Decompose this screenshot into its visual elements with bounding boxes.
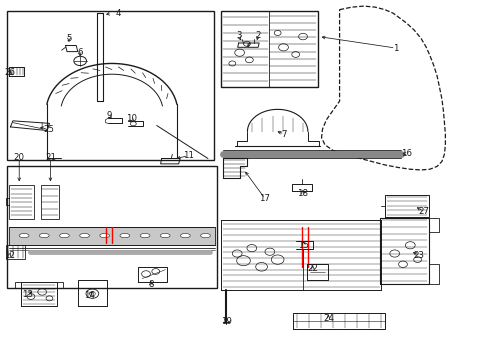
Ellipse shape: [200, 233, 210, 238]
Text: 21: 21: [45, 153, 56, 162]
Ellipse shape: [308, 153, 316, 156]
Text: 19: 19: [220, 317, 231, 326]
Bar: [221, 12, 317, 87]
Text: 7: 7: [281, 130, 286, 139]
Text: 20: 20: [14, 153, 25, 162]
Ellipse shape: [60, 233, 69, 238]
Ellipse shape: [120, 233, 129, 238]
Ellipse shape: [160, 233, 170, 238]
Text: 13: 13: [22, 289, 33, 298]
Bar: [41, 185, 59, 220]
Text: 25: 25: [43, 125, 54, 134]
Ellipse shape: [230, 153, 238, 156]
Text: 9: 9: [106, 111, 111, 120]
Bar: [9, 185, 34, 220]
Bar: [7, 12, 214, 160]
Ellipse shape: [328, 153, 335, 156]
Ellipse shape: [140, 233, 150, 238]
Ellipse shape: [180, 233, 190, 238]
Text: 3: 3: [235, 31, 241, 40]
Text: 4: 4: [115, 9, 121, 18]
Text: 10: 10: [125, 114, 137, 123]
Text: 15: 15: [298, 241, 309, 250]
Ellipse shape: [80, 233, 89, 238]
Ellipse shape: [269, 153, 277, 156]
Text: 27: 27: [418, 207, 428, 216]
Text: 1: 1: [392, 44, 398, 53]
Text: 12: 12: [4, 251, 15, 260]
Ellipse shape: [347, 153, 355, 156]
Text: 26: 26: [4, 68, 15, 77]
Ellipse shape: [100, 233, 109, 238]
Bar: [7, 166, 216, 288]
Ellipse shape: [366, 153, 374, 156]
Text: 8: 8: [148, 280, 153, 289]
Text: 6: 6: [77, 48, 82, 57]
Text: 11: 11: [183, 151, 194, 160]
Text: 16: 16: [400, 149, 411, 158]
Text: 17: 17: [259, 194, 270, 203]
Text: 22: 22: [306, 265, 318, 274]
Bar: [5, 244, 25, 259]
Ellipse shape: [386, 153, 394, 156]
Text: 24: 24: [322, 314, 333, 323]
Text: 5: 5: [66, 34, 72, 43]
Text: 2: 2: [255, 31, 261, 40]
Ellipse shape: [19, 233, 29, 238]
Text: 14: 14: [84, 291, 95, 300]
Ellipse shape: [40, 233, 49, 238]
Bar: [9, 226, 215, 244]
Text: 23: 23: [413, 251, 424, 260]
Text: 18: 18: [297, 189, 308, 198]
Ellipse shape: [250, 153, 258, 156]
Ellipse shape: [289, 153, 297, 156]
